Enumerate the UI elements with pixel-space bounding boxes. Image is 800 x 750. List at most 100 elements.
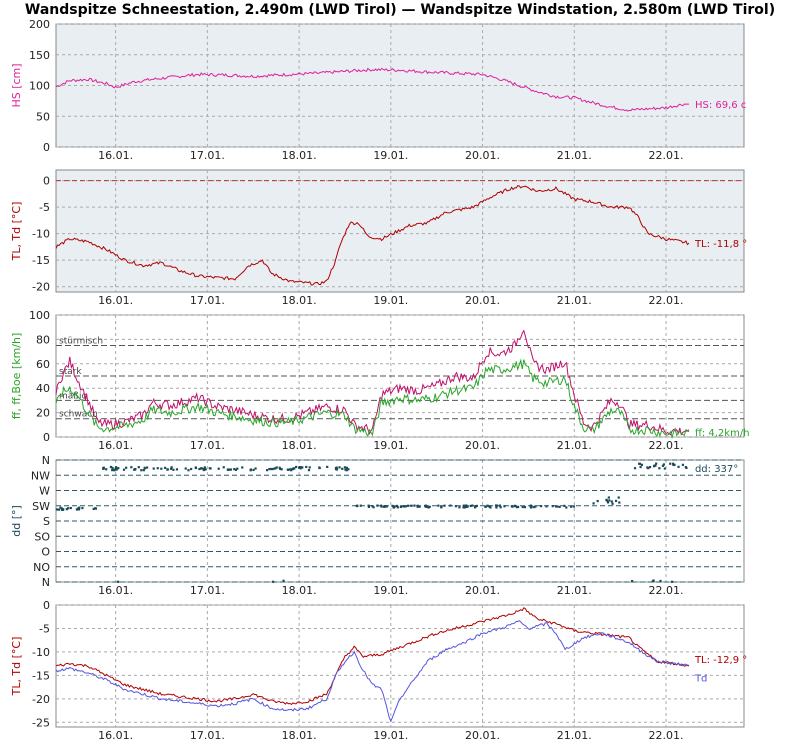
dd-point	[424, 504, 428, 507]
dd-point	[335, 466, 338, 469]
dd-point	[105, 468, 108, 471]
y-tick-label: -15	[32, 254, 50, 267]
dd-point	[465, 504, 468, 507]
dd-point	[156, 467, 159, 470]
series-line-hs	[55, 67, 690, 112]
dd-point	[57, 508, 61, 511]
x-tick-label: 16.01.	[98, 149, 133, 162]
x-tick-label: 19.01.	[373, 439, 408, 452]
chart-panel-3: 16.01. 17.01. 18.01. 19.01. 20.01. 21.01. 22.0…	[10, 309, 750, 452]
dd-point	[367, 505, 371, 509]
dd-point	[639, 465, 642, 469]
dd-point	[372, 506, 375, 509]
dd-point	[521, 505, 524, 509]
dd-point	[530, 506, 533, 509]
dd-point	[203, 466, 206, 469]
y-axis-label: TL, Td [°C]	[10, 202, 23, 262]
dd-point	[65, 508, 68, 511]
dd-point	[279, 467, 282, 471]
x-tick-label: 18.01.	[282, 584, 317, 597]
dd-point	[76, 507, 80, 510]
plot-area	[55, 604, 745, 728]
dd-point	[652, 579, 655, 582]
dd-point	[164, 466, 167, 469]
dd-point	[270, 467, 273, 471]
dd-point	[437, 504, 440, 507]
dd-point	[343, 466, 347, 469]
dd-point	[204, 468, 207, 471]
y-tick-label: O	[41, 546, 50, 559]
y-tick-label: 100	[29, 80, 50, 93]
chart-title: Wandspitze Schneestation, 2.490m (LWD Ti…	[24, 2, 776, 18]
series-line-tl	[55, 607, 690, 706]
dd-point	[494, 504, 498, 507]
dd-point	[486, 504, 489, 507]
dd-point	[170, 466, 173, 469]
series-line-ff	[55, 358, 690, 439]
y-tick-label: -15	[32, 669, 50, 682]
dd-point	[558, 505, 561, 508]
x-tick-label: 21.01.	[557, 294, 592, 307]
dd-point	[335, 468, 339, 471]
dd-point	[495, 506, 498, 509]
x-tick-label: 18.01.	[282, 439, 317, 452]
x-tick-label: 16.01.	[98, 584, 133, 597]
dd-point	[534, 505, 537, 508]
y-tick-label: 80	[36, 333, 50, 346]
dd-point	[307, 469, 311, 472]
dd-point	[669, 462, 672, 465]
dd-point	[640, 463, 644, 467]
dd-point	[474, 505, 477, 508]
x-tick-label: 20.01.	[465, 149, 500, 162]
dd-point	[234, 468, 238, 471]
dd-point	[396, 506, 399, 509]
dd-point	[592, 502, 595, 505]
dd-point	[130, 466, 133, 469]
chart-panel-5: 16.01. 17.01. 18.01. 19.01. 20.01. 21.01. 22.0…	[10, 599, 747, 742]
series-end-label: TL: -11,8 °	[694, 239, 747, 250]
dd-point	[81, 506, 84, 510]
dd-point	[347, 468, 350, 471]
y-tick-label: -25	[32, 716, 50, 729]
dd-point	[112, 468, 116, 471]
threshold-label: stark	[59, 367, 82, 377]
dd-point	[233, 467, 236, 471]
dd-point	[275, 466, 278, 469]
dd-point	[671, 580, 674, 583]
dd-point	[265, 469, 269, 472]
dd-point	[344, 468, 347, 471]
y-tick-label: 50	[36, 110, 50, 123]
dd-point	[152, 467, 155, 470]
dd-point	[254, 467, 257, 470]
threshold-label: schwach	[59, 410, 98, 420]
y-tick-label: 0	[43, 175, 50, 188]
y-tick-label: 40	[36, 382, 50, 395]
dd-point	[469, 504, 472, 508]
dd-point	[565, 506, 568, 509]
dd-point	[654, 464, 657, 467]
x-tick-label: 18.01.	[282, 149, 317, 162]
dd-point	[458, 506, 461, 509]
dd-point	[299, 467, 302, 470]
y-tick-label: 0	[43, 141, 50, 154]
dd-point	[371, 504, 374, 508]
y-tick-label: 100	[29, 309, 50, 322]
series-line-tl	[55, 185, 690, 286]
dd-point	[341, 467, 344, 470]
series-end-label: Td	[694, 674, 707, 685]
y-tick-label: NW	[31, 469, 50, 482]
dd-point	[503, 505, 506, 508]
dd-point	[109, 465, 113, 469]
dd-point	[229, 468, 233, 471]
dd-point	[345, 466, 348, 469]
dd-point	[606, 501, 610, 504]
dd-point	[227, 468, 230, 471]
series-end-label: ff: 4,2km/h	[695, 428, 750, 439]
dd-point	[443, 504, 446, 507]
dd-point	[399, 505, 402, 508]
y-tick-label: W	[39, 485, 50, 498]
x-tick-label: 17.01.	[190, 729, 225, 742]
dd-point	[449, 504, 452, 507]
dd-point	[59, 506, 62, 509]
x-tick-label: 17.01.	[190, 149, 225, 162]
